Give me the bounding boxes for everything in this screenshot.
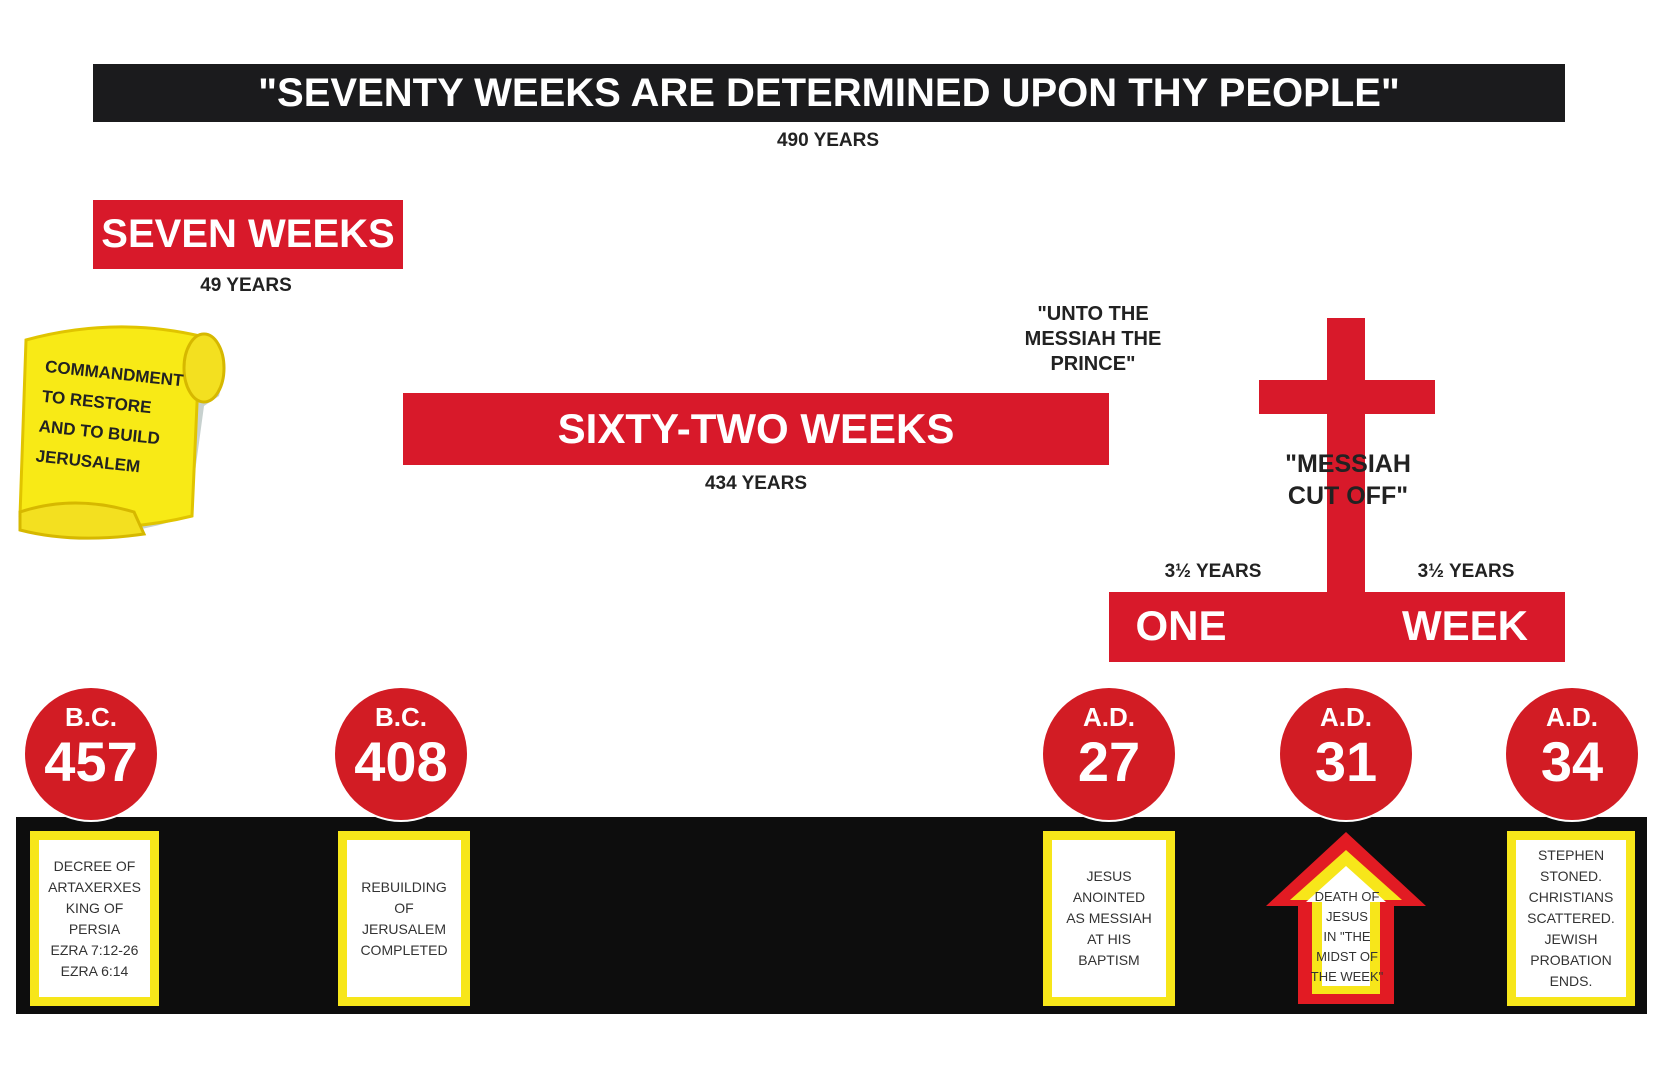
sixty-two-weeks-bar: SIXTY-TWO WEEKS [403,393,1109,465]
text-line: STONED. [1540,868,1602,884]
text-line: SCATTERED. [1527,910,1615,926]
text-line: STEPHEN [1537,847,1605,863]
text-line: JERUSALEM [361,920,447,937]
one-week-bar [1109,592,1565,662]
date-era: A.D. [1546,702,1598,732]
total-span: 490 YEARS [776,130,880,151]
text-line: IN "THE [1323,929,1371,944]
date-era: B.C. [65,702,117,732]
text-line: AS MESSIAH [1066,910,1152,926]
date-era: A.D. [1320,702,1372,732]
quote: "UNTO THE MESSIAH THE PRINCE" [1025,302,1162,377]
event-note: DECREE OF ARTAXERXES KING OF PERSIA EZRA 7:1… [30,831,159,1006]
text-line: JEWISH [1544,931,1598,947]
text-line: AT HIS [1087,931,1131,947]
event-note: REBUILDING OF JERUSALEM COMPLETED [338,831,470,1006]
date-year: 31 [1314,730,1378,793]
text-line: BAPTISM [1078,952,1140,968]
text-line: CHRISTIANS [1528,889,1614,905]
title-bar: "SEVENTY WEEKS ARE DETERMINED UPON THY P… [93,64,1565,122]
half-week-span: 3½ YEARS [1164,561,1262,582]
date-circle: B.C. 408 [335,688,467,820]
text-line: PROBATION [1530,952,1612,968]
event-note: STEPHEN STONED. CHRISTIANS SCATTERED. JEWISH… [1507,831,1635,1006]
text-line: PERSIA [68,920,121,937]
text-line: "MESSIAH [1285,450,1411,478]
scroll-text: COMMANDMENT TO RESTORE AND TO BUILD JERUSAL… [34,352,206,488]
text-line: OF [394,899,414,916]
text-line: EZRA 7:12-26 [50,941,139,958]
text-line: JESUS [1326,909,1368,924]
seven-weeks-bar: SEVEN WEEKS [93,200,403,269]
period-span: 434 YEARS [704,473,808,494]
title: "SEVENTY WEEKS ARE DETERMINED UPON THY P… [258,70,1400,115]
text-line: PRINCE" [1050,353,1136,375]
cross-horizontal [1259,380,1435,414]
date-year: 34 [1540,730,1604,793]
scroll-icon [18,325,226,540]
text-line: DEATH OF [1314,889,1380,904]
date-year: 408 [354,730,448,793]
text-line: MIDST OF [1316,949,1378,964]
text-line: ARTAXERXES [48,878,141,895]
period-span: 49 YEARS [200,275,292,296]
cross-vertical [1327,318,1365,595]
date-circle: B.C. 457 [25,688,157,820]
date-year: 457 [44,730,138,793]
text-line: REBUILDING [361,878,447,895]
period-label: ONE [1135,602,1227,649]
text-line: EZRA 6:14 [60,962,129,979]
event-note: JESUS ANOINTED AS MESSIAH AT HIS BAPTISM [1043,831,1175,1006]
text-line: DECREE OF [53,857,136,874]
text-line: ENDS. [1549,973,1593,989]
period-label: SIXTY-TWO WEEKS [557,405,955,452]
date-era: A.D. [1083,702,1135,732]
event-note: DEATH OF JESUS IN "THE MIDST OF THE WEEK" [1311,878,1384,996]
text-line: "UNTO THE [1037,303,1149,325]
text-line: KING OF [65,899,124,916]
text-line: ANOINTED [1072,889,1146,905]
quote: "MESSIAH CUT OFF" [1285,448,1411,512]
arrow-house [1266,832,1426,1004]
text-line: CUT OFF" [1287,482,1409,510]
text-line: COMPLETED [360,941,448,958]
half-week-span: 3½ YEARS [1417,561,1515,582]
date-year: 27 [1077,730,1141,793]
text-line: MESSIAH THE [1024,328,1162,350]
period-label: WEEK [1402,602,1528,649]
text-line: JESUS [1086,868,1132,884]
date-circle: A.D. 34 [1506,688,1638,820]
date-circle: A.D. 31 [1280,688,1412,820]
text-line: THE WEEK" [1310,969,1384,984]
date-era: B.C. [375,702,427,732]
date-circle: A.D. 27 [1043,688,1175,820]
period-label: SEVEN WEEKS [101,212,395,256]
